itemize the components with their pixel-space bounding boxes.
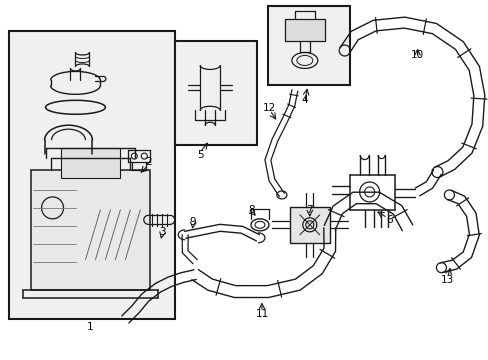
Text: 7: 7 — [306, 205, 312, 215]
Bar — [285, 19, 324, 41]
Text: 8: 8 — [248, 205, 255, 215]
Text: 10: 10 — [410, 50, 423, 60]
Text: 13: 13 — [440, 275, 453, 285]
Bar — [31, 170, 150, 289]
Bar — [267, 6, 349, 85]
Text: 1: 1 — [87, 323, 94, 332]
Bar — [175, 41, 256, 145]
Text: 3: 3 — [159, 227, 165, 237]
Text: 6: 6 — [386, 215, 392, 225]
Text: 11: 11 — [255, 310, 268, 319]
Bar — [289, 207, 329, 243]
Bar — [9, 31, 175, 319]
Text: 9: 9 — [189, 217, 196, 227]
Text: 5: 5 — [196, 150, 203, 160]
Text: 12: 12 — [263, 103, 276, 113]
Text: 4: 4 — [301, 95, 307, 105]
Text: 2: 2 — [144, 157, 151, 167]
Bar — [61, 148, 120, 178]
